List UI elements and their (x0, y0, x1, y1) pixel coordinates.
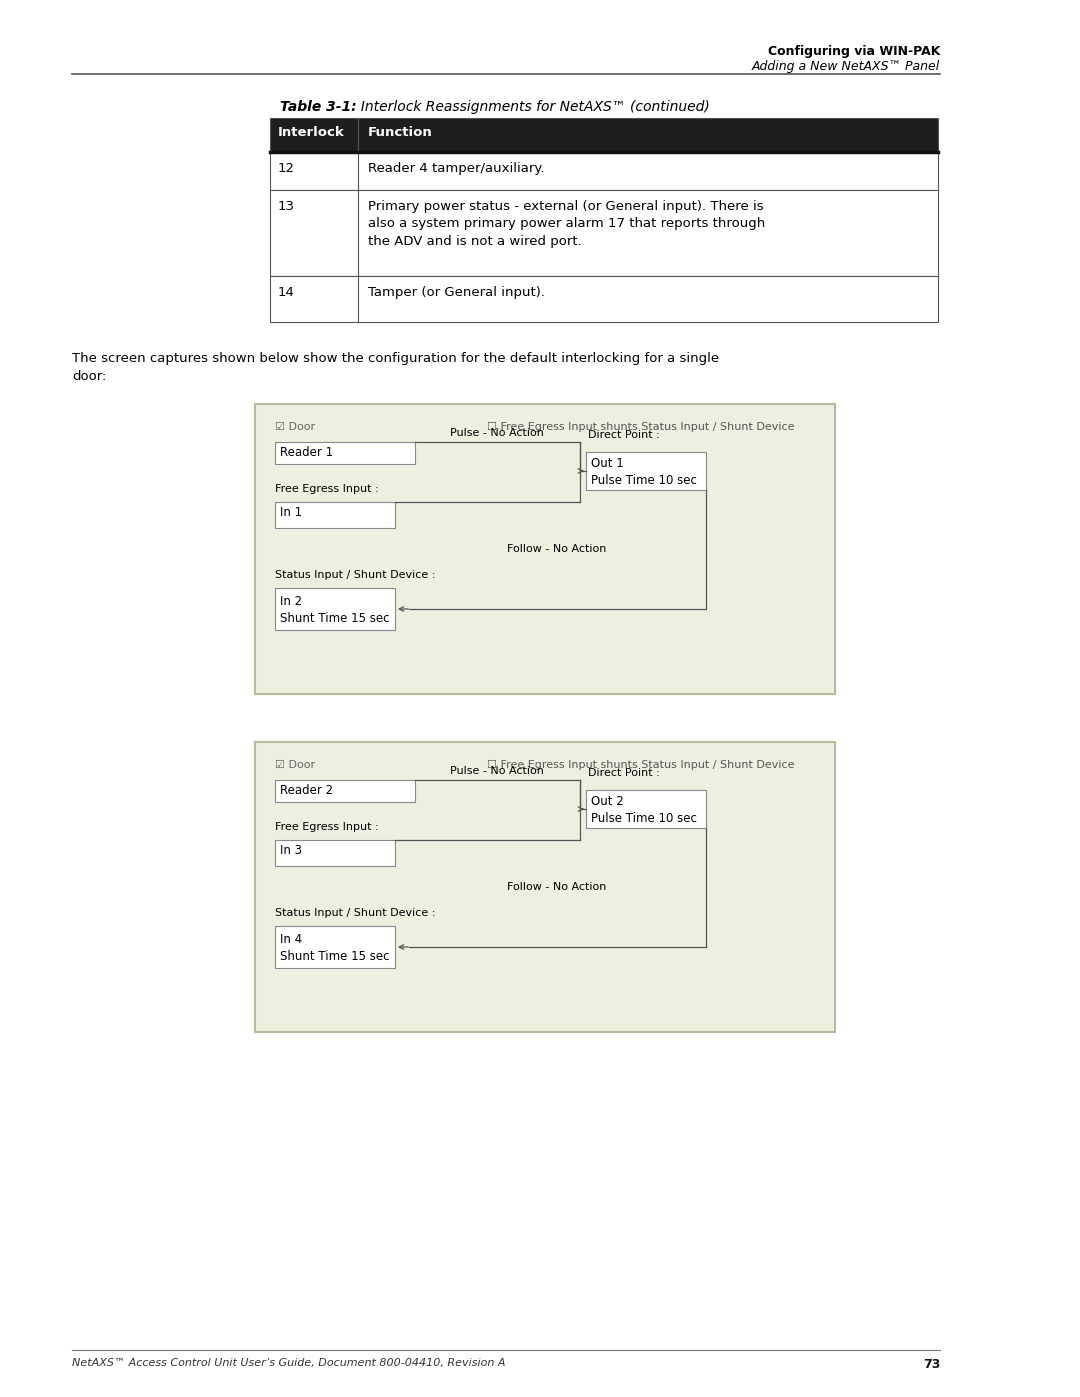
Bar (270, 190, 939, 277)
Text: Function: Function (368, 126, 433, 138)
Bar (270, 277, 939, 321)
Text: Status Input / Shunt Device :: Status Input / Shunt Device : (275, 570, 435, 580)
Text: Tamper (or General input).: Tamper (or General input). (368, 286, 545, 299)
Text: Pulse - No Action: Pulse - No Action (450, 766, 544, 775)
Bar (275, 502, 395, 528)
Text: Reader 1: Reader 1 (280, 446, 333, 460)
Text: Pulse - No Action: Pulse - No Action (450, 427, 544, 439)
Bar (270, 117, 939, 152)
Bar (585, 789, 706, 828)
Text: ☐ Free Egress Input shunts Status Input / Shunt Device: ☐ Free Egress Input shunts Status Input … (487, 422, 795, 432)
Text: Reader 4 tamper/auxiliary.: Reader 4 tamper/auxiliary. (368, 162, 544, 175)
Bar (275, 780, 415, 802)
Text: Direct Point :: Direct Point : (588, 768, 660, 778)
Text: Out 1
Pulse Time 10 sec: Out 1 Pulse Time 10 sec (591, 457, 697, 488)
Text: Follow - No Action: Follow - No Action (507, 882, 606, 893)
Text: 13: 13 (278, 200, 295, 212)
Text: In 4
Shunt Time 15 sec: In 4 Shunt Time 15 sec (280, 933, 390, 963)
Text: Interlock Reassignments for NetAXS™ (continued): Interlock Reassignments for NetAXS™ (con… (352, 101, 710, 115)
Bar (255, 742, 835, 1032)
Text: Primary power status - external (or General input). There is
also a system prima: Primary power status - external (or Gene… (368, 200, 766, 249)
Text: ☑ Door: ☑ Door (275, 760, 315, 770)
Bar (275, 840, 395, 866)
Text: Out 2
Pulse Time 10 sec: Out 2 Pulse Time 10 sec (591, 795, 697, 826)
Text: Free Egress Input :: Free Egress Input : (275, 821, 379, 833)
Bar (275, 441, 415, 464)
Text: Interlock: Interlock (278, 126, 345, 138)
Bar (270, 152, 939, 190)
Text: 14: 14 (278, 286, 295, 299)
Bar (275, 588, 395, 630)
Text: Follow - No Action: Follow - No Action (507, 543, 606, 555)
Text: Status Input / Shunt Device :: Status Input / Shunt Device : (275, 908, 435, 918)
Text: Configuring via WIN-PAK: Configuring via WIN-PAK (768, 45, 940, 59)
Text: In 1: In 1 (280, 506, 302, 520)
Text: NetAXS™ Access Control Unit User’s Guide, Document 800-04410, Revision A: NetAXS™ Access Control Unit User’s Guide… (72, 1358, 505, 1368)
Text: 73: 73 (922, 1358, 940, 1370)
Text: ☑ Door: ☑ Door (275, 422, 315, 432)
Text: ☐ Free Egress Input shunts Status Input / Shunt Device: ☐ Free Egress Input shunts Status Input … (487, 760, 795, 770)
Text: 12: 12 (278, 162, 295, 175)
Bar (275, 926, 395, 968)
Bar (585, 453, 706, 490)
Text: Adding a New NetAXS™ Panel: Adding a New NetAXS™ Panel (752, 60, 940, 73)
Bar (255, 404, 835, 694)
Text: Free Egress Input :: Free Egress Input : (275, 483, 379, 495)
Text: In 2
Shunt Time 15 sec: In 2 Shunt Time 15 sec (280, 595, 390, 624)
Text: The screen captures shown below show the configuration for the default interlock: The screen captures shown below show the… (72, 352, 719, 383)
Text: Reader 2: Reader 2 (280, 784, 333, 798)
Text: In 3: In 3 (280, 844, 302, 856)
Text: Table 3-1:: Table 3-1: (280, 101, 356, 115)
Text: Direct Point :: Direct Point : (588, 430, 660, 440)
